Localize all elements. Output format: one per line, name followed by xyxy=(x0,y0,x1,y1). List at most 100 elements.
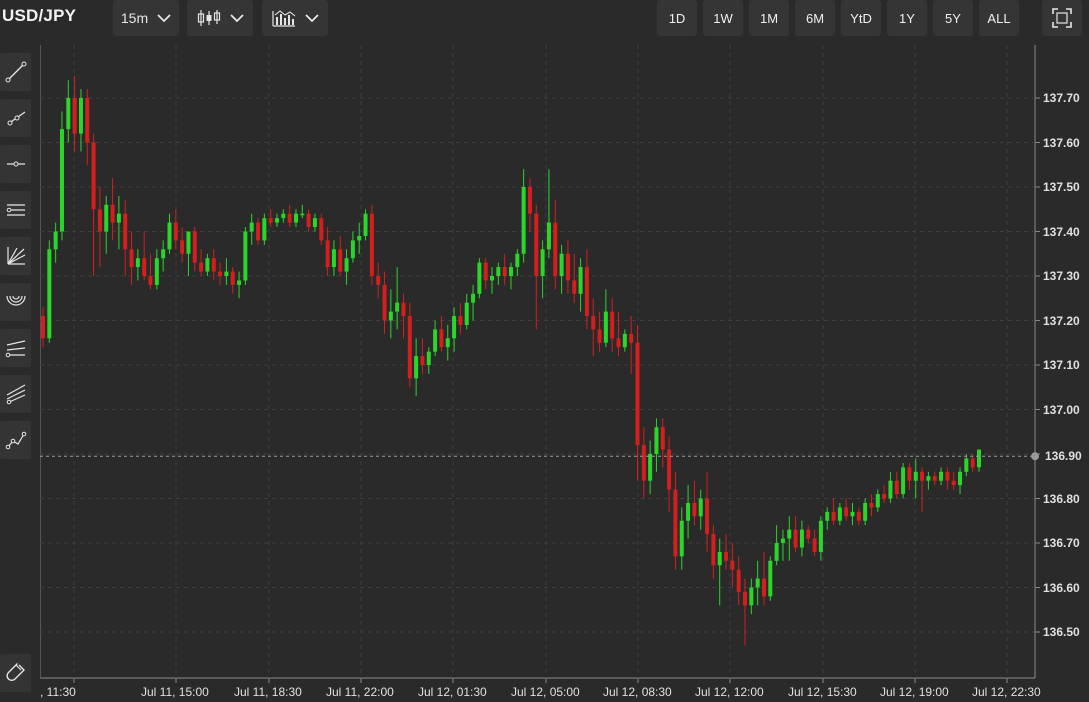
candle-body xyxy=(939,471,944,481)
candle-down xyxy=(230,267,235,294)
time-tick-label: Jul 12, 15:30 xyxy=(788,685,857,699)
candle-body xyxy=(641,445,646,481)
candle-body xyxy=(205,258,210,272)
candle-up xyxy=(622,329,627,352)
candle-down xyxy=(635,324,640,481)
candle-body xyxy=(686,502,691,521)
candle-body xyxy=(515,253,520,268)
chevron-down-icon xyxy=(304,13,319,22)
candle-body xyxy=(812,538,817,552)
candle-body xyxy=(192,231,197,263)
candle-down xyxy=(920,467,925,512)
candle-down xyxy=(711,525,716,579)
candle-body xyxy=(730,560,735,570)
ray-icon xyxy=(7,111,25,126)
current-price-label: 136.90 xyxy=(1043,449,1084,464)
time-tick-label: Jul 12, 12:00 xyxy=(695,685,764,699)
candle-down xyxy=(439,316,444,352)
fullscreen-button[interactable] xyxy=(1042,0,1082,36)
candle-down xyxy=(970,454,975,472)
time-tick-label: Jul 12, 08:30 xyxy=(603,685,672,699)
range-ytd-button[interactable]: YtD xyxy=(841,0,881,36)
arc-tool[interactable] xyxy=(0,283,31,321)
candle-down xyxy=(325,227,330,276)
candle-up xyxy=(445,324,450,361)
candle-body xyxy=(123,213,128,250)
candle-body xyxy=(483,262,488,281)
candle-up xyxy=(540,240,545,299)
candle-up xyxy=(787,516,792,561)
candle-body xyxy=(850,511,855,517)
candle-up xyxy=(958,467,963,495)
candle-up xyxy=(875,489,880,512)
magnet-tool[interactable] xyxy=(0,654,31,692)
fib-retracement-tool[interactable] xyxy=(0,329,31,367)
candle-down xyxy=(730,543,735,588)
candle-up xyxy=(300,204,305,219)
candle-up xyxy=(977,449,981,472)
pitchfork-tool[interactable] xyxy=(0,375,31,413)
candle-up xyxy=(837,502,842,526)
range-1d-button[interactable]: 1D xyxy=(657,0,697,36)
candle-body xyxy=(780,538,785,543)
candle-body xyxy=(977,449,981,468)
candle-down xyxy=(591,298,596,357)
candle-body xyxy=(901,467,906,495)
path-tool[interactable] xyxy=(0,421,31,459)
range-1y-button[interactable]: 1Y xyxy=(887,0,927,36)
candle-body xyxy=(920,471,925,481)
candle-up xyxy=(774,525,779,566)
candle-body xyxy=(129,249,134,268)
candle-body xyxy=(167,222,172,250)
horizontal-line-tool[interactable] xyxy=(0,145,31,183)
candle-down xyxy=(123,200,128,276)
candle-body xyxy=(673,489,678,557)
range-1w-button[interactable]: 1W xyxy=(703,0,743,36)
range-6m-button[interactable]: 6M xyxy=(795,0,835,36)
candle-down xyxy=(945,467,950,490)
symbol-title[interactable]: USD/JPY xyxy=(2,6,77,25)
candle-body xyxy=(312,218,317,228)
candle-up xyxy=(648,440,653,495)
candle-down xyxy=(306,209,311,232)
ray-tool[interactable] xyxy=(0,99,31,137)
candle-body xyxy=(635,342,640,446)
candle-up xyxy=(578,258,583,312)
candle-body xyxy=(496,267,501,276)
range-all-button[interactable]: ALL xyxy=(979,0,1019,36)
candle-up xyxy=(281,209,286,223)
candle-body xyxy=(597,329,602,343)
interval-select[interactable]: 15m xyxy=(113,0,179,36)
candle-body xyxy=(572,280,577,294)
candle-body xyxy=(148,276,153,285)
price-chart[interactable]: 137.70 137.60 137.50 137.40 137.30 137.20 137.… xyxy=(40,45,1089,702)
candle-body xyxy=(59,129,64,232)
candle-body xyxy=(540,249,545,276)
candle-down xyxy=(629,316,634,374)
candle-up xyxy=(350,231,355,263)
candle-up xyxy=(901,462,906,499)
candle-body xyxy=(894,480,899,495)
candle-up xyxy=(293,209,298,228)
fan-tool[interactable] xyxy=(0,237,31,275)
candle-body xyxy=(41,316,45,339)
candle-body xyxy=(256,222,261,241)
price-tick-label: 137.40 xyxy=(1043,224,1080,239)
candle-body xyxy=(527,187,532,214)
chart-type-select[interactable] xyxy=(187,0,253,36)
candle-down xyxy=(407,302,412,388)
candle-body xyxy=(426,351,431,365)
channel-tool[interactable] xyxy=(0,191,31,229)
candle-down xyxy=(692,480,697,526)
price-tick-label: 137.50 xyxy=(1043,180,1080,194)
candle-body xyxy=(610,311,615,339)
candle-up xyxy=(47,240,52,343)
candle-body xyxy=(458,316,463,325)
range-1m-button[interactable]: 1M xyxy=(749,0,789,36)
candlestick-chart[interactable] xyxy=(40,45,1089,702)
candle-body xyxy=(509,267,513,276)
indicators-select[interactable] xyxy=(262,0,328,36)
range-5y-button[interactable]: 5Y xyxy=(933,0,973,36)
candle-body xyxy=(281,213,286,219)
trend-line-tool[interactable] xyxy=(0,53,31,91)
